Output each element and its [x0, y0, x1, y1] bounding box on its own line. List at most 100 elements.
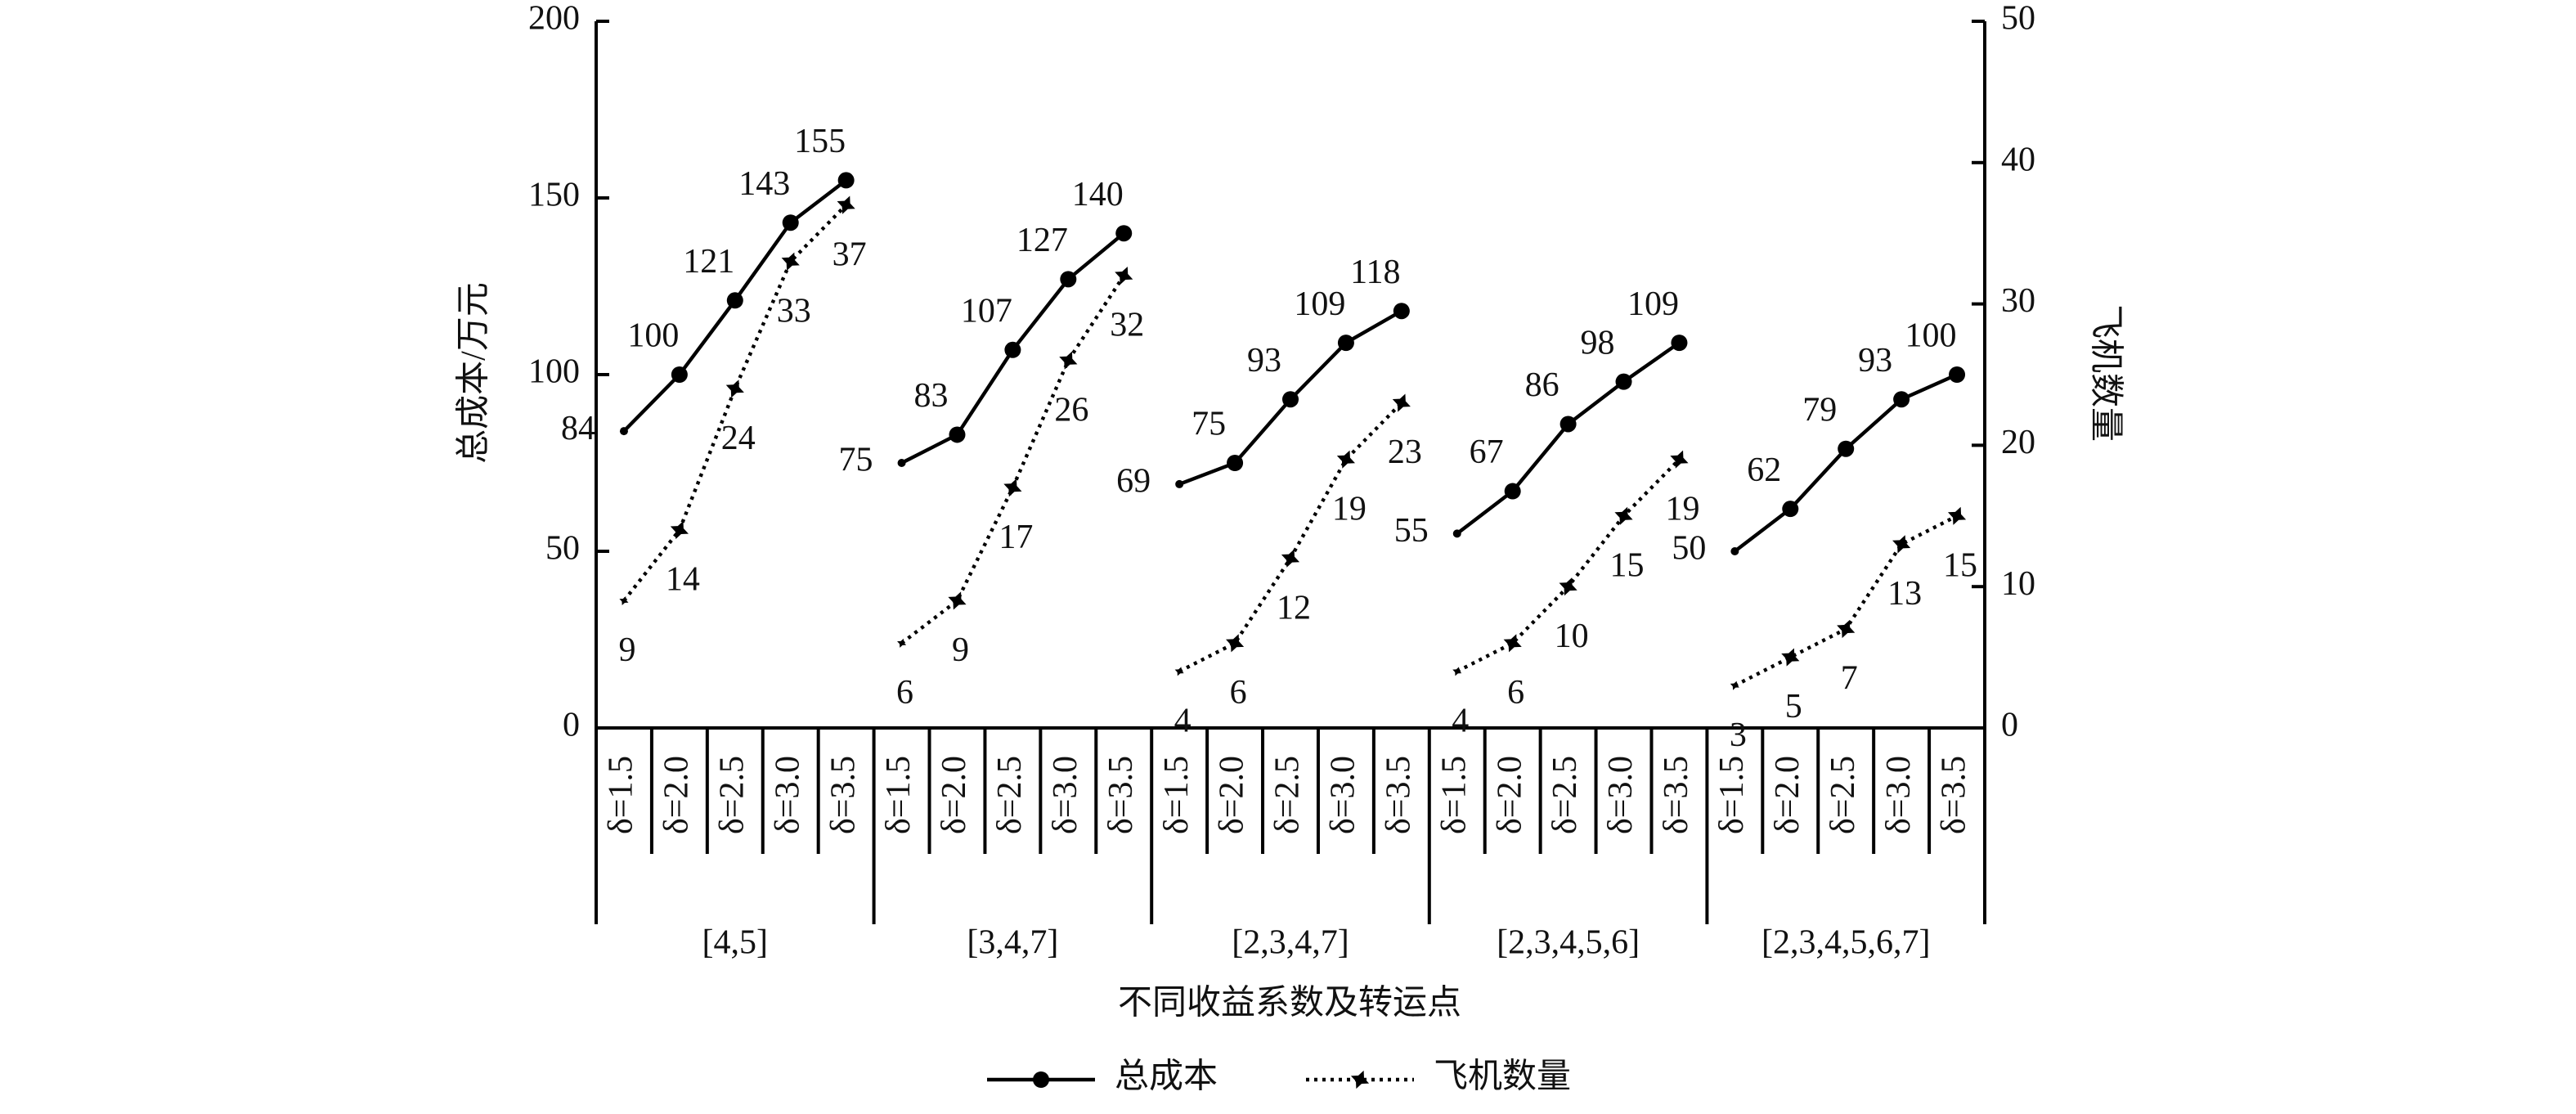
marker — [1893, 391, 1910, 408]
marker — [671, 366, 688, 383]
x-tick-label: δ=2.0 — [1214, 756, 1251, 834]
data-label: 32 — [1110, 307, 1144, 344]
y2-tick-label: 20 — [2001, 424, 2035, 461]
marker — [1282, 391, 1299, 408]
data-label: 10 — [1555, 618, 1589, 655]
data-label: 109 — [1294, 285, 1345, 323]
marker — [1503, 634, 1522, 653]
data-label: 118 — [1350, 254, 1400, 291]
marker — [619, 595, 629, 606]
marker — [726, 292, 743, 309]
data-label: 93 — [1247, 342, 1281, 380]
data-label: 6 — [896, 674, 913, 712]
series-line — [900, 274, 1126, 645]
marker — [1226, 634, 1245, 653]
data-label: 13 — [1887, 575, 1922, 613]
x-tick-label: δ=3.0 — [1047, 756, 1084, 834]
marker — [782, 214, 799, 231]
data-label: 100 — [1905, 317, 1957, 355]
data-label: 62 — [1747, 451, 1781, 489]
x-tick-label: δ=2.0 — [1769, 756, 1806, 834]
x-tick-label: δ=2.0 — [1491, 756, 1528, 834]
x-tick-label: δ=1.5 — [1435, 756, 1473, 834]
x-tick-label: δ=3.5 — [1380, 756, 1417, 834]
marker — [949, 426, 966, 443]
data-label: 67 — [1470, 433, 1504, 471]
legend-marker — [1350, 1070, 1370, 1089]
marker — [1560, 416, 1577, 433]
data-label: 9 — [952, 631, 969, 669]
marker — [619, 427, 628, 436]
y2-tick-label: 10 — [2001, 565, 2035, 603]
legend-marker — [1033, 1071, 1049, 1088]
series-line — [1178, 402, 1403, 673]
marker — [1504, 483, 1521, 500]
marker — [1059, 351, 1078, 370]
data-label: 93 — [1858, 342, 1892, 380]
marker — [1559, 577, 1577, 596]
data-label: 33 — [777, 292, 811, 330]
x-tick-label: δ=3.5 — [1102, 756, 1140, 834]
marker — [1227, 455, 1244, 471]
data-label: 24 — [721, 420, 756, 457]
x-tick-label: δ=2.5 — [1824, 756, 1862, 834]
marker — [1838, 440, 1855, 457]
data-label: 69 — [1116, 463, 1151, 501]
marker — [1175, 479, 1184, 488]
legend-label: 飞机数量 — [1434, 1058, 1571, 1096]
data-label: 26 — [1054, 391, 1088, 429]
marker — [781, 252, 800, 271]
marker — [1892, 535, 1911, 554]
data-label: 50 — [1672, 530, 1706, 568]
marker — [1730, 681, 1739, 690]
data-label: 84 — [561, 410, 595, 447]
data-label: 4 — [1452, 703, 1469, 740]
x-tick-label: δ=2.0 — [658, 756, 696, 834]
x-tick-label: δ=3.5 — [1936, 756, 1973, 834]
marker — [897, 459, 906, 467]
data-label: 4 — [1174, 703, 1192, 740]
marker — [1003, 478, 1022, 497]
marker — [1452, 667, 1462, 676]
data-label: 15 — [1610, 546, 1645, 584]
x-tick-label: δ=2.0 — [936, 756, 973, 834]
group-label: [2,3,4,5,6] — [1497, 924, 1640, 962]
marker — [1174, 667, 1184, 676]
x-tick-label: δ=3.0 — [769, 756, 806, 834]
y2-tick-label: 30 — [2001, 282, 2035, 320]
data-label: 15 — [1943, 546, 1977, 584]
data-label: 9 — [618, 631, 635, 669]
marker — [725, 380, 744, 398]
marker — [1393, 303, 1410, 320]
data-label: 37 — [832, 236, 867, 273]
group-label: [4,5] — [702, 924, 768, 962]
x-tick-label: δ=2.5 — [1269, 756, 1307, 834]
marker — [1614, 506, 1633, 525]
y-tick-label: 200 — [528, 0, 580, 38]
data-label: 140 — [1072, 176, 1124, 213]
data-label: 86 — [1525, 366, 1560, 404]
data-label: 6 — [1230, 674, 1247, 712]
marker — [1949, 366, 1966, 383]
group-label: [2,3,4,7] — [1232, 924, 1349, 962]
data-label: 12 — [1277, 589, 1311, 627]
marker — [1004, 341, 1021, 358]
marker — [1115, 225, 1133, 242]
marker — [837, 172, 855, 189]
marker — [897, 638, 907, 648]
data-label: 3 — [1730, 716, 1747, 754]
x-tick-label: δ=3.5 — [824, 756, 862, 834]
data-label: 155 — [794, 123, 846, 160]
data-label: 17 — [999, 519, 1033, 556]
x-tick-label: δ=1.5 — [1158, 756, 1196, 834]
data-label: 100 — [627, 317, 679, 355]
data-label: 143 — [738, 165, 790, 203]
legend-label: 总成本 — [1115, 1058, 1218, 1096]
marker — [837, 195, 855, 214]
group-label: [3,4,7] — [967, 924, 1058, 962]
y2-tick-label: 0 — [2001, 707, 2018, 744]
y-tick-label: 100 — [528, 353, 580, 391]
data-label: 121 — [683, 243, 734, 281]
